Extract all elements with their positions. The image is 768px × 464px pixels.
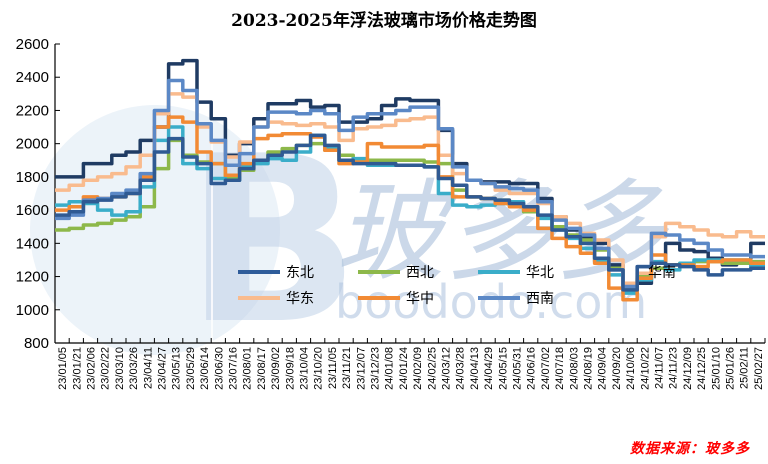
y-tick-label: 2400 (16, 69, 49, 86)
x-tick-label: 24/02/25 (426, 347, 438, 390)
x-tick-label: 24/02/09 (412, 347, 424, 390)
x-tick-label: 23/12/07 (355, 347, 367, 390)
x-tick-label: 24/05/31 (512, 347, 524, 390)
x-tick-label: 23/04/11 (142, 347, 154, 389)
x-tick-label: 23/11/21 (341, 347, 353, 389)
y-tick-label: 1000 (16, 302, 49, 319)
series-lines (55, 58, 765, 302)
x-tick-label: 24/04/13 (469, 347, 481, 390)
x-tick-label: 25/01/10 (710, 347, 722, 390)
x-tick-label: 24/09/20 (611, 347, 623, 390)
x-tick-label: 24/10/06 (625, 347, 637, 390)
chart-title: 2023-2025年浮法玻璃市场价格走势图 (231, 11, 537, 31)
legend-label: 西北 (406, 265, 434, 281)
x-tick-label: 24/11/07 (654, 347, 666, 389)
watermark-en: boododo.com (335, 275, 647, 329)
axes: 800 1000 1200 1400 1600 1800 2000 2200 2400 2600 2… (16, 36, 766, 390)
x-tick-label: 24/08/03 (568, 347, 580, 390)
x-tick-label: 23/04/27 (157, 347, 169, 390)
x-tick-label: 23/03/26 (128, 347, 140, 390)
x-tick-label: 24/01/08 (384, 347, 396, 390)
x-tick-label: 24/12/09 (682, 347, 694, 390)
x-tick-label: 23/03/10 (114, 347, 126, 390)
series-line-华南 (55, 133, 765, 292)
x-tick-label: 25/01/26 (725, 347, 737, 390)
x-tick-label: 23/09/18 (284, 347, 296, 390)
y-tick-label: 2600 (16, 36, 49, 53)
legend-label-huanan: 华南 (648, 265, 676, 281)
legend-label: 西南 (526, 291, 554, 307)
x-tick-label: 25/02/27 (753, 347, 765, 390)
x-tick-label: 23/10/20 (313, 347, 325, 390)
x-tick-label: 24/05/15 (497, 347, 509, 390)
x-tick-label: 24/03/12 (441, 347, 453, 390)
legend-label: 华北 (526, 265, 554, 281)
y-tick-label: 800 (24, 335, 49, 352)
x-tick-label: 23/10/04 (299, 347, 311, 390)
data-source: 数据来源：玻多多 (630, 441, 750, 457)
series-line-华东 (55, 92, 765, 285)
x-tick-label: 24/11/23 (668, 347, 680, 389)
y-tick-label: 1200 (16, 269, 49, 286)
y-tick-label: 1400 (16, 235, 49, 252)
x-tick-label: 25/02/11 (739, 347, 751, 389)
x-tick-label: 23/01/05 (57, 347, 69, 390)
x-tick-label: 24/06/16 (526, 347, 538, 390)
y-tick-label: 2000 (16, 136, 49, 153)
x-tick-label: 24/03/28 (455, 347, 467, 390)
x-tick-label: 24/12/25 (696, 347, 708, 390)
x-tick-label: 23/11/05 (327, 347, 339, 389)
x-tick-label: 23/01/21 (71, 347, 83, 390)
y-tick-label: 2200 (16, 102, 49, 119)
x-tick-label: 23/02/22 (100, 347, 112, 390)
y-tick-label: 1600 (16, 202, 49, 219)
x-tick-label: 23/09/02 (270, 347, 282, 390)
legend-label: 华中 (406, 291, 434, 307)
x-tick-label: 24/07/18 (554, 347, 566, 390)
x-tick-label: 24/01/24 (398, 347, 410, 390)
legend-label: 东北 (286, 265, 314, 281)
x-tick-label: 23/06/30 (213, 347, 225, 390)
x-tick-label: 23/06/14 (199, 347, 211, 390)
x-tick-label: 23/12/23 (370, 347, 382, 390)
x-tick-label: 24/09/04 (597, 347, 609, 390)
x-tick-label: 24/08/19 (583, 347, 595, 390)
x-tick-label: 23/02/06 (86, 347, 98, 390)
x-tick-label: 23/08/17 (256, 347, 268, 390)
x-tick-label: 23/05/13 (171, 347, 183, 390)
x-tick-label: 24/07/02 (540, 347, 552, 390)
x-tick-label: 23/07/16 (228, 347, 240, 390)
x-tick-label: 23/05/29 (185, 347, 197, 390)
x-tick-label: 24/04/29 (483, 347, 495, 390)
x-tick-label: 23/08/01 (242, 347, 254, 390)
y-tick-label: 1800 (16, 169, 49, 186)
legend-label: 华东 (286, 291, 314, 307)
x-tick-label: 24/10/22 (639, 347, 651, 390)
